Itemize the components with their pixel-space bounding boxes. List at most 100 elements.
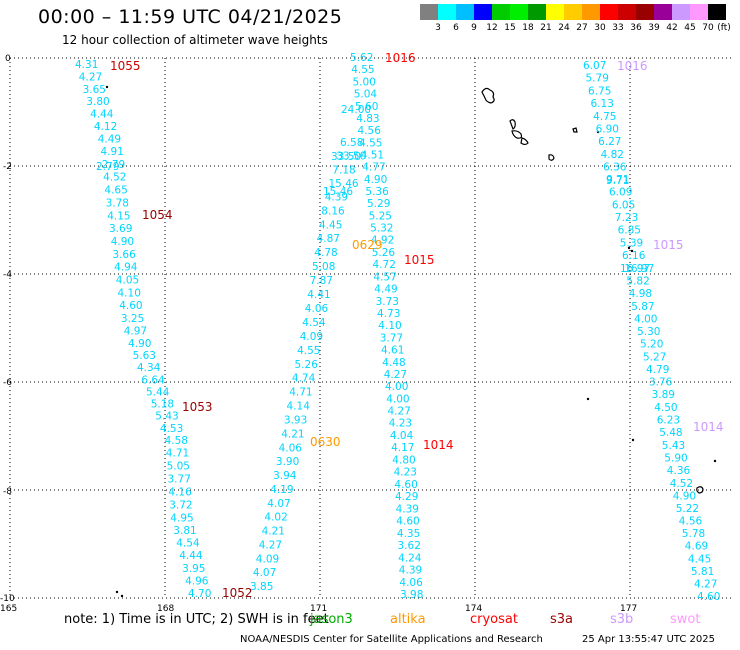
legend-swatch bbox=[582, 4, 600, 20]
lat-label-minus10: -10 bbox=[0, 594, 15, 604]
wave-height-value: 5.36 bbox=[365, 186, 389, 198]
wave-height-value: 4.56 bbox=[679, 516, 703, 528]
wave-height-value: 4.44 bbox=[179, 550, 203, 562]
wave-height-value: 4.54 bbox=[302, 317, 326, 329]
legend-tick-label: 9 bbox=[471, 23, 477, 33]
wave-height-value: 4.35 bbox=[397, 528, 420, 540]
wave-height-value: 5.48 bbox=[659, 427, 682, 439]
wave-height-value: 4.55 bbox=[297, 345, 320, 357]
wave-height-value: 5.39 bbox=[620, 237, 643, 249]
wave-height-value: 4.90 bbox=[673, 490, 696, 502]
wave-height-value: 15.46 bbox=[329, 178, 359, 190]
satellite-name-s3a: s3a bbox=[550, 612, 574, 627]
legend-tick-label: 27 bbox=[576, 23, 588, 33]
wave-height-value: 4.29 bbox=[395, 491, 418, 503]
legend-tick-label: 3 bbox=[435, 23, 441, 33]
legend-swatch bbox=[492, 4, 510, 20]
satellite-name-jason3: jason3 bbox=[310, 612, 353, 627]
wave-height-value: 5.81 bbox=[691, 566, 714, 578]
wave-height-value: 4.27 bbox=[388, 406, 411, 418]
wave-height-value: 5.32 bbox=[370, 223, 393, 235]
wave-height-value: 4.21 bbox=[281, 428, 304, 440]
wave-height-value: 4.74 bbox=[292, 373, 316, 385]
lon-label-174: 174 bbox=[465, 604, 482, 614]
satellite-name-swot: swot bbox=[670, 612, 701, 627]
map-grid bbox=[9, 57, 732, 599]
wave-height-value: 4.06 bbox=[399, 577, 423, 589]
highlighted-wave-height: 16.97 bbox=[620, 263, 650, 275]
wave-height-value: 4.52 bbox=[670, 478, 693, 490]
wave-height-value: 4.90 bbox=[128, 338, 151, 350]
wave-height-value: 4.78 bbox=[314, 247, 337, 259]
legend-swatch bbox=[600, 4, 618, 20]
credit-line: NOAA/NESDIS Center for Satellite Applica… bbox=[240, 634, 543, 645]
island-outlines bbox=[105, 85, 717, 598]
wave-height-value: 4.45 bbox=[688, 553, 711, 565]
lat-label-minus2: -2 bbox=[3, 162, 12, 172]
wave-height-value: 4.00 bbox=[634, 314, 657, 326]
legend-tick-label: 70 bbox=[702, 23, 714, 33]
lon-label-171: 171 bbox=[310, 604, 327, 614]
wave-height-value: 4.95 bbox=[170, 512, 193, 524]
wave-height-value: 3.62 bbox=[398, 540, 421, 552]
wave-height-value: 4.23 bbox=[389, 418, 412, 430]
wave-height-value: 3.69 bbox=[109, 223, 132, 235]
wave-height-value: 6.07 bbox=[583, 60, 606, 72]
island-dot bbox=[713, 459, 717, 463]
lat-label-minus6: -6 bbox=[3, 378, 12, 388]
satellite-name-altika: altika bbox=[390, 612, 426, 627]
pass-time-label: 1016 bbox=[617, 59, 648, 73]
wave-height-value: 2.79 bbox=[102, 159, 125, 171]
pass-time-label: 1055 bbox=[110, 59, 141, 73]
wave-height-value: 4.34 bbox=[137, 362, 161, 374]
wave-height-value: 9.71 bbox=[606, 174, 629, 186]
wave-height-value: 4.39 bbox=[325, 192, 348, 204]
wave-height-value: 4.56 bbox=[358, 125, 382, 137]
wave-height-value: 3.95 bbox=[182, 563, 205, 575]
wave-height-value: 5.87 bbox=[631, 301, 654, 313]
wave-height-value: 3.77 bbox=[380, 332, 403, 344]
wave-height-value: 5.44 bbox=[146, 387, 170, 399]
wave-height-value: 4.82 bbox=[601, 149, 624, 161]
wave-height-value: 4.71 bbox=[289, 387, 312, 399]
highlighted-wave-height: 9.71 bbox=[606, 175, 629, 187]
wave-height-value: 5.18 bbox=[151, 399, 174, 411]
island-outline bbox=[548, 154, 555, 161]
wave-height-value: 4.17 bbox=[391, 442, 414, 454]
wave-height-value: 4.79 bbox=[646, 364, 669, 376]
legend-tick-label: 39 bbox=[648, 23, 660, 33]
legend-swatch bbox=[546, 4, 564, 20]
wave-height-value: 4.41 bbox=[307, 289, 330, 301]
highlighted-wave-height: 15.46 bbox=[323, 186, 353, 198]
wave-height-value: 6.27 bbox=[598, 136, 621, 148]
wave-height-value: 4.36 bbox=[667, 465, 691, 477]
wave-height-value: 5.62 bbox=[350, 52, 373, 64]
legend-swatch bbox=[636, 4, 654, 20]
pass-time-label: 1052 bbox=[222, 586, 253, 600]
wave-height-value: 3.85 bbox=[250, 581, 273, 593]
legend-swatch bbox=[528, 4, 546, 20]
wave-height-value: 3.66 bbox=[112, 249, 136, 261]
generation-timestamp: 25 Apr 13:55:47 UTC 2025 bbox=[582, 634, 715, 645]
wave-height-value: 4.73 bbox=[377, 308, 400, 320]
lat-label-0: 0 bbox=[5, 54, 11, 64]
wave-height-value: 6.36 bbox=[603, 162, 627, 174]
lon-label-165: 165 bbox=[0, 604, 17, 614]
island-dot bbox=[115, 590, 119, 594]
wave-height-value: 3.25 bbox=[121, 313, 144, 325]
wave-height-value: 3.77 bbox=[168, 474, 191, 486]
legend-swatch bbox=[420, 4, 438, 20]
island-outline bbox=[511, 130, 523, 139]
island-outline bbox=[520, 137, 529, 146]
highlighted-wave-height: 33.50 bbox=[331, 151, 361, 163]
wave-height-value: 4.10 bbox=[378, 320, 401, 332]
wave-height-value: 3.89 bbox=[652, 389, 675, 401]
wave-height-value: 4.27 bbox=[694, 578, 717, 590]
wave-height-value: 4.31 bbox=[75, 59, 98, 71]
wave-height-value: 4.55 bbox=[351, 64, 374, 76]
wave-height-value: 5.82 bbox=[626, 276, 649, 288]
wave-height-value: 4.90 bbox=[364, 174, 387, 186]
wave-height-value: 5.20 bbox=[640, 339, 663, 351]
wave-height-value: 4.24 bbox=[398, 552, 422, 564]
pass-time-label: 1015 bbox=[653, 238, 684, 252]
